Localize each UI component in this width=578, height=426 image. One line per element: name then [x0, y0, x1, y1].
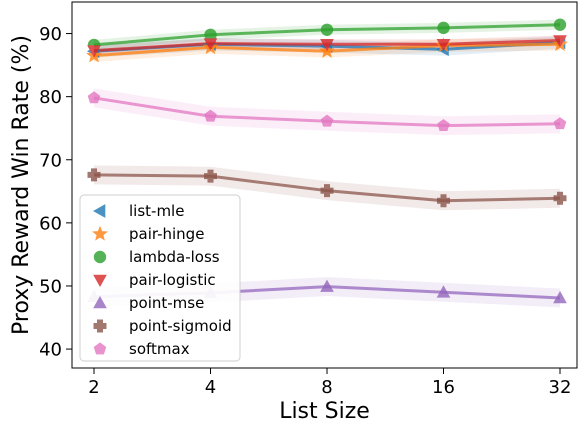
x-tick-label: 8: [321, 377, 332, 398]
point-softmax-4: [204, 109, 217, 122]
legend-box: [79, 194, 241, 362]
legend-marker-lambda-loss: [93, 250, 107, 264]
x-tick-label: 32: [549, 377, 572, 398]
legend-marker-pair-logistic: [93, 274, 107, 288]
x-tick-label: 4: [205, 377, 216, 398]
point-pair-logistic-16: [436, 38, 451, 52]
y-tick-label: 90: [39, 24, 62, 45]
legend-label: lambda-loss: [129, 248, 220, 266]
legend-marker-point-mse: [93, 295, 107, 309]
legend-marker-list-mle: [92, 204, 106, 218]
x-axis-label: List Size: [279, 399, 370, 421]
legend-item-lambda-loss: lambda-loss: [93, 248, 220, 266]
band-softmax: [94, 88, 560, 136]
point-pair-logistic-4: [203, 38, 218, 51]
point-point-mse-32: [553, 290, 567, 304]
y-axis: 40 50 60 70 80 90: [39, 24, 72, 361]
point-softmax-32: [553, 117, 567, 130]
y-tick-label: 70: [39, 150, 62, 171]
legend: list-mle pair-hinge lambda-loss pair-logist…: [79, 194, 241, 362]
point-point-mse-8: [320, 279, 334, 292]
point-pair-logistic-2: [87, 45, 101, 58]
legend-item-list-mle: list-mle: [92, 202, 184, 220]
x-axis: 2 4 8 16 32: [88, 368, 571, 398]
legend-item-point-mse: point-mse: [93, 294, 204, 312]
legend-label: point-mse: [129, 294, 204, 312]
legend-item-point-sigmoid: point-sigmoid: [93, 317, 232, 335]
point-lambda-loss-8: [320, 23, 334, 36]
legend-label: pair-logistic: [129, 271, 216, 289]
point-point-sigmoid-4: [204, 169, 217, 183]
legend-marker-point-sigmoid: [93, 319, 107, 333]
legend-label: softmax: [129, 340, 190, 358]
legend-label: point-sigmoid: [129, 317, 232, 335]
point-pair-logistic-32: [553, 35, 567, 48]
legend-marker-softmax: [93, 342, 107, 355]
y-tick-label: 40: [39, 340, 62, 361]
x-tick-label: 2: [88, 377, 99, 398]
legend-label: pair-hinge: [129, 225, 204, 243]
series-markers: [86, 18, 568, 304]
legend-marker-pair-hinge: [92, 225, 108, 241]
point-softmax-16: [437, 119, 450, 132]
plot-frame: [71, 1, 578, 369]
point-pair-logistic-8: [320, 38, 334, 52]
legend-label: list-mle: [129, 202, 184, 220]
point-point-mse-16: [436, 285, 451, 298]
x-tick-label: 16: [432, 377, 455, 398]
point-point-sigmoid-32: [553, 191, 567, 205]
y-tick-label: 50: [39, 276, 62, 297]
legend-item-pair-hinge: pair-hinge: [92, 225, 204, 243]
y-tick-label: 80: [39, 87, 62, 108]
point-softmax-8: [320, 114, 334, 127]
legend-item-softmax: softmax: [93, 340, 190, 358]
point-point-sigmoid-16: [437, 194, 450, 208]
point-lambda-loss-32: [553, 18, 567, 31]
legend-item-pair-logistic: pair-logistic: [93, 271, 216, 289]
point-softmax-2: [87, 91, 101, 104]
point-point-sigmoid-2: [87, 168, 101, 182]
y-tick-label: 60: [39, 213, 62, 234]
point-lambda-loss-16: [437, 21, 450, 35]
y-axis-label: Proxy Reward Win Rate (%): [9, 35, 34, 335]
point-point-sigmoid-8: [320, 184, 334, 198]
